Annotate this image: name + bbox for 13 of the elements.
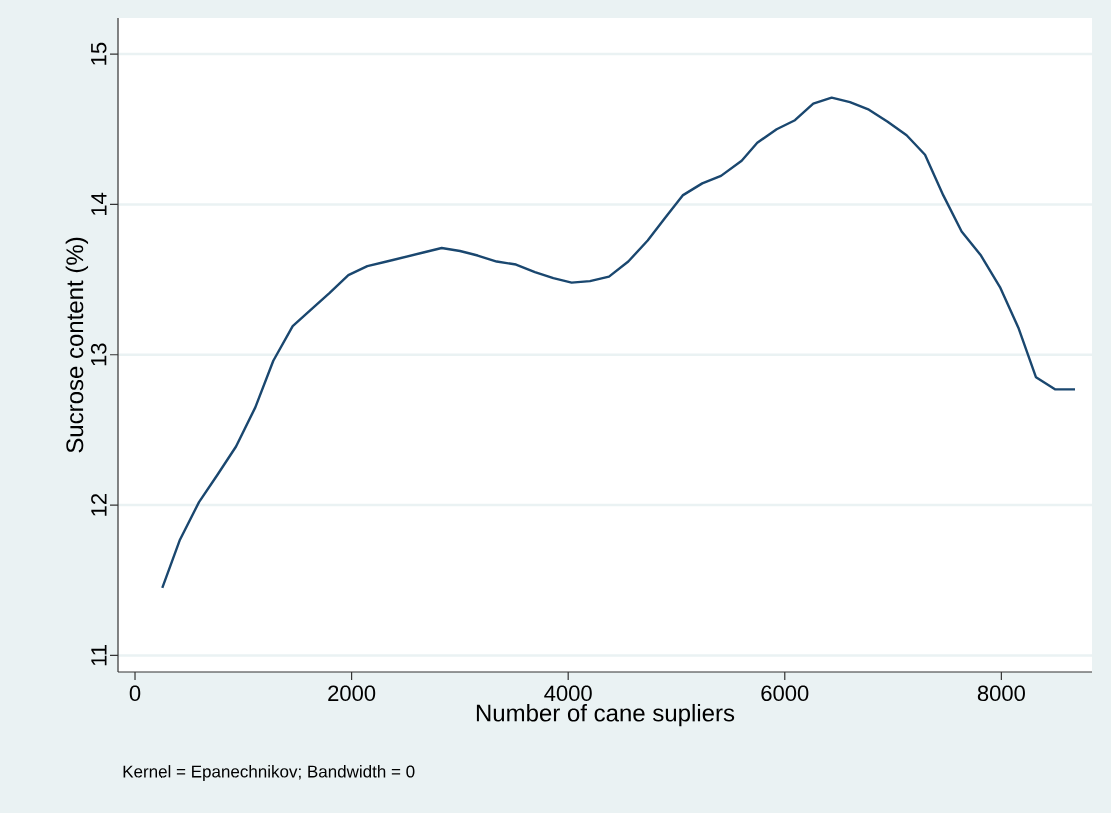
- x-tick-label: 2000: [328, 685, 376, 702]
- y-tick-label: 12: [91, 493, 107, 516]
- y-tick-label: 11: [91, 645, 107, 666]
- x-axis-title: Number of cane supliers: [476, 703, 735, 727]
- x-tick-label: 0: [129, 685, 141, 702]
- x-tick-label: 6000: [761, 685, 809, 702]
- x-tick-label: 8000: [977, 685, 1025, 702]
- y-tick-label: 13: [90, 343, 107, 366]
- y-tick-label: 15: [91, 42, 107, 65]
- y-tick-label: 14: [91, 192, 107, 215]
- x-tick-label: 4000: [544, 685, 592, 702]
- y-axis-title: Sucrose content (%): [65, 237, 89, 453]
- text: Kernel = Epanechnikov; Bandwidth = 0: [123, 765, 415, 781]
